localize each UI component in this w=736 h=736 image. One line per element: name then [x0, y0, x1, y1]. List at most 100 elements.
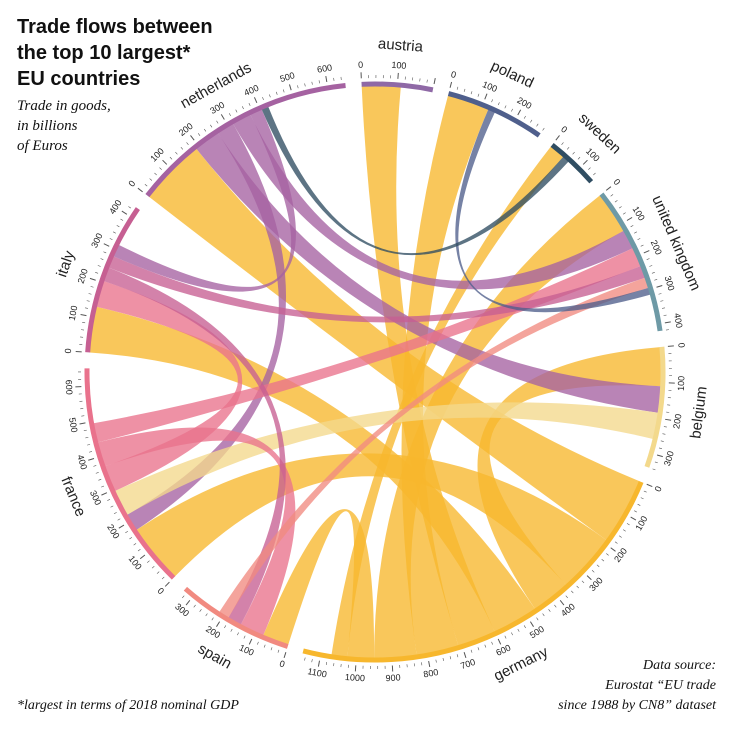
tick-label: 700	[459, 657, 476, 671]
tick-mark	[311, 659, 313, 663]
chord-france-spain	[97, 427, 296, 636]
tick-mark	[484, 93, 488, 100]
tick-label: 0	[653, 485, 664, 493]
tick-mark	[529, 621, 534, 627]
tick-mark	[637, 503, 641, 506]
tick-label: 0	[126, 178, 137, 188]
tick-label: 100	[676, 376, 687, 391]
tick-mark	[658, 293, 662, 295]
tick-mark	[95, 472, 99, 474]
arc-austria	[361, 81, 434, 93]
tick-mark	[90, 286, 94, 288]
tick-mark	[139, 554, 146, 560]
tick-mark	[634, 231, 637, 234]
tick-mark	[517, 628, 520, 632]
tick-mark	[151, 565, 155, 569]
tick-mark	[88, 451, 93, 453]
tick-mark	[661, 307, 666, 309]
tick-mark	[588, 167, 591, 170]
tick-label: 100	[238, 642, 256, 657]
tick-label: 100	[633, 514, 649, 532]
footnote: *largest in terms of 2018 nominal GDP	[17, 698, 239, 713]
tick-label: 200	[76, 267, 90, 284]
tick-label: 1100	[307, 666, 328, 679]
tick-mark	[288, 84, 292, 91]
tick-mark	[154, 172, 157, 176]
tick-mark	[576, 585, 579, 589]
tick-mark	[449, 656, 452, 660]
chord-germany-belgium	[477, 347, 661, 609]
tick-mark	[230, 628, 233, 632]
tick-mark	[162, 159, 168, 165]
tick-mark	[304, 657, 306, 661]
tick-mark	[116, 225, 120, 228]
tick-mark	[634, 510, 638, 513]
tick-mark	[243, 635, 246, 639]
tick-mark	[542, 613, 545, 617]
tick-mark	[614, 200, 618, 203]
country-label-austria: austria	[377, 35, 424, 56]
tick-mark	[658, 447, 663, 449]
tick-mark	[269, 94, 271, 98]
tick-mark	[87, 444, 91, 446]
tick-mark	[129, 537, 133, 540]
tick-label: 900	[385, 672, 401, 683]
chord-belgium-france	[114, 402, 659, 515]
tick-mark	[456, 86, 459, 90]
tick-mark	[536, 617, 539, 621]
chord-germany-italy	[89, 306, 536, 632]
tick-mark	[98, 478, 102, 481]
tick-label: 500	[67, 417, 79, 434]
tick-mark	[656, 285, 663, 288]
tick-mark	[88, 457, 95, 461]
tick-label: 100	[67, 305, 80, 322]
tick-mark	[216, 621, 221, 627]
arc-sweden	[550, 142, 594, 184]
tick-mark	[656, 454, 663, 458]
arc-italy	[85, 207, 140, 353]
tick-mark	[203, 128, 207, 132]
tick-mark	[211, 617, 214, 621]
tick-label: 0	[559, 124, 569, 135]
tick-mark	[664, 321, 671, 324]
tick-mark	[144, 184, 148, 187]
chord-germany-austria	[361, 85, 495, 646]
chart-subtitle-line: of Euros	[17, 138, 68, 154]
tick-mark	[463, 652, 467, 659]
tick-mark	[654, 461, 658, 464]
tick-label: 200	[649, 239, 664, 257]
country-label-italy: italy	[53, 248, 78, 279]
tick-label: 100	[391, 60, 407, 71]
tick-mark	[101, 485, 105, 488]
tick-mark	[497, 638, 502, 645]
tick-label: 600	[316, 62, 332, 74]
tick-mark	[640, 244, 644, 247]
tick-mark	[248, 102, 251, 106]
tick-label: 500	[528, 624, 546, 640]
data-source-line: Eurostat “EU trade	[605, 678, 716, 693]
tick-mark	[101, 492, 108, 496]
chart-subtitle-line: in billions	[17, 118, 78, 134]
tick-mark	[449, 81, 453, 88]
tick-mark	[93, 465, 97, 467]
tick-mark	[571, 590, 574, 594]
tick-mark	[107, 499, 111, 501]
tick-mark	[182, 595, 185, 599]
tick-mark	[646, 483, 653, 487]
tick-mark	[275, 91, 278, 95]
tick-mark	[517, 109, 522, 116]
country-label-sweden: sweden	[575, 110, 624, 158]
tick-mark	[270, 647, 273, 651]
arc-germany	[302, 480, 644, 663]
tick-label: 1000	[345, 672, 366, 683]
tick-label: 0	[676, 342, 686, 348]
tick-mark	[470, 649, 473, 653]
tick-mark	[559, 600, 565, 606]
arc-france	[84, 368, 176, 580]
arc-netherlands	[145, 83, 346, 198]
chart-title-line: Trade flows between	[17, 16, 213, 38]
tick-mark	[630, 516, 637, 521]
tick-mark	[428, 660, 431, 668]
tick-mark	[622, 212, 626, 215]
